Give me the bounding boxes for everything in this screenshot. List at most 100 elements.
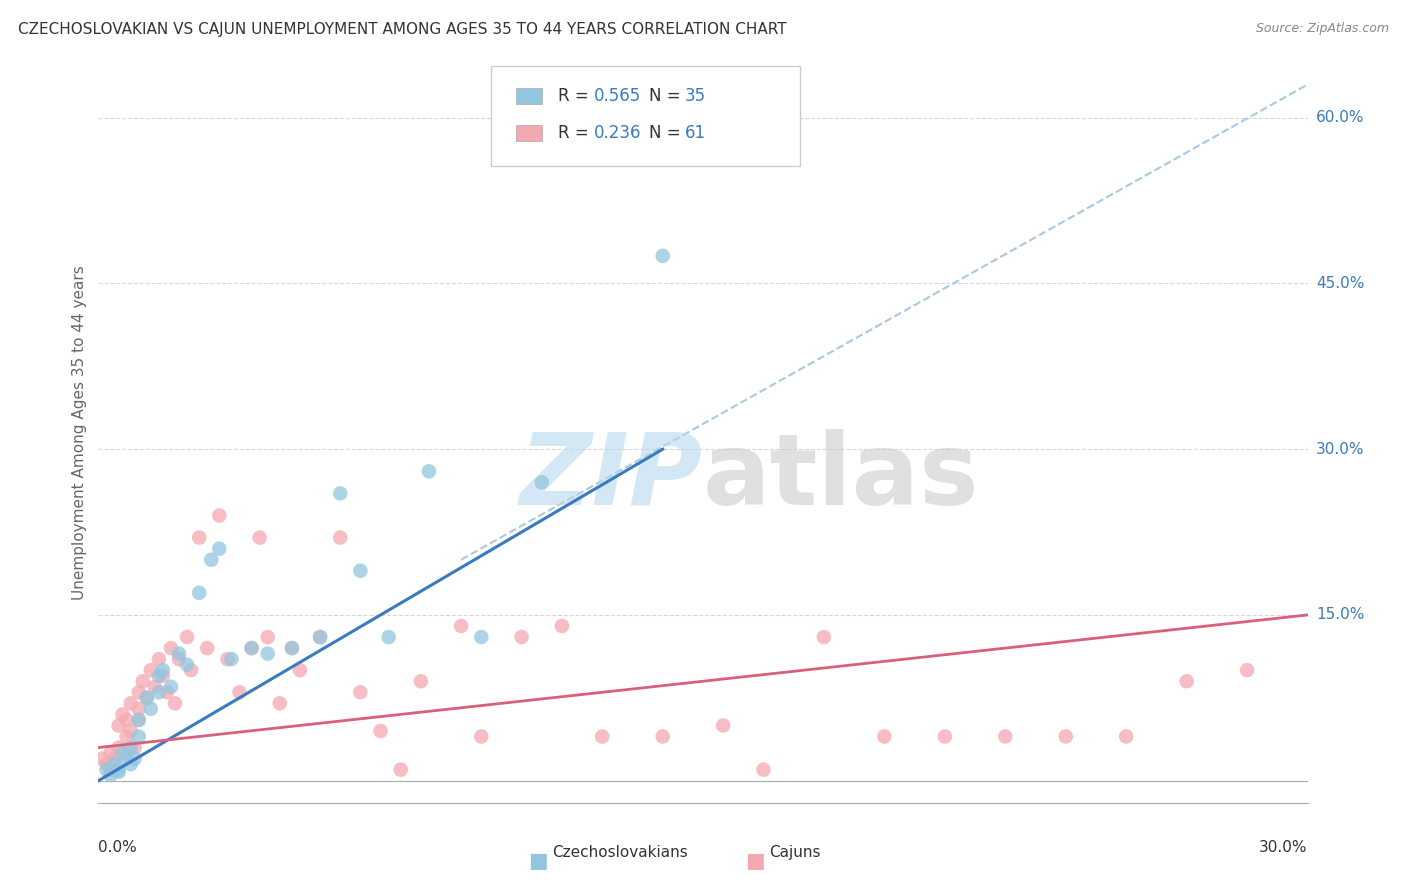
- Text: atlas: atlas: [703, 428, 980, 525]
- Point: [221, 652, 243, 666]
- Point: [269, 697, 291, 711]
- Point: [370, 723, 392, 738]
- Point: [450, 619, 472, 633]
- Point: [309, 630, 332, 644]
- Point: [249, 531, 271, 545]
- Point: [91, 751, 114, 765]
- Point: [139, 702, 162, 716]
- Point: [329, 531, 352, 545]
- Point: [139, 663, 162, 677]
- Point: [107, 740, 129, 755]
- Text: 0.236: 0.236: [595, 124, 641, 142]
- Point: [120, 697, 142, 711]
- Point: [256, 647, 278, 661]
- Point: [591, 730, 613, 744]
- FancyBboxPatch shape: [492, 66, 800, 166]
- Text: CZECHOSLOVAKIAN VS CAJUN UNEMPLOYMENT AMONG AGES 35 TO 44 YEARS CORRELATION CHAR: CZECHOSLOVAKIAN VS CAJUN UNEMPLOYMENT AM…: [18, 22, 787, 37]
- Point: [389, 763, 412, 777]
- Point: [128, 702, 150, 716]
- FancyBboxPatch shape: [516, 87, 543, 103]
- Point: [135, 690, 157, 705]
- Text: ■: ■: [745, 851, 765, 871]
- Text: Czechoslovakians: Czechoslovakians: [551, 845, 688, 860]
- Point: [1175, 674, 1198, 689]
- Point: [100, 763, 122, 777]
- FancyBboxPatch shape: [516, 125, 543, 141]
- Point: [167, 647, 190, 661]
- Point: [132, 674, 155, 689]
- Text: 30.0%: 30.0%: [1316, 442, 1364, 457]
- Text: R =: R =: [558, 87, 593, 104]
- Point: [240, 641, 263, 656]
- Text: ■: ■: [527, 851, 547, 871]
- Text: N =: N =: [648, 124, 686, 142]
- Point: [120, 723, 142, 738]
- Point: [329, 486, 352, 500]
- Point: [195, 641, 218, 656]
- Point: [160, 680, 183, 694]
- Point: [188, 531, 211, 545]
- Point: [135, 690, 157, 705]
- Point: [111, 707, 134, 722]
- Point: [107, 763, 129, 777]
- Point: [148, 685, 170, 699]
- Point: [188, 586, 211, 600]
- Point: [651, 249, 673, 263]
- Point: [128, 685, 150, 699]
- Point: [994, 730, 1017, 744]
- Point: [156, 685, 179, 699]
- Text: 15.0%: 15.0%: [1316, 607, 1364, 623]
- Text: Cajuns: Cajuns: [769, 845, 821, 860]
- Point: [120, 757, 142, 772]
- Point: [711, 718, 734, 732]
- Text: 61: 61: [685, 124, 706, 142]
- Point: [103, 757, 125, 772]
- Point: [813, 630, 835, 644]
- Point: [309, 630, 332, 644]
- Point: [128, 713, 150, 727]
- Point: [256, 630, 278, 644]
- Point: [377, 630, 399, 644]
- Text: ZIP: ZIP: [520, 428, 703, 525]
- Point: [208, 508, 231, 523]
- Point: [176, 657, 198, 672]
- Point: [128, 730, 150, 744]
- Point: [510, 630, 533, 644]
- Point: [167, 652, 190, 666]
- Text: Source: ZipAtlas.com: Source: ZipAtlas.com: [1256, 22, 1389, 36]
- Y-axis label: Unemployment Among Ages 35 to 44 years: Unemployment Among Ages 35 to 44 years: [72, 265, 87, 600]
- Point: [288, 663, 311, 677]
- Point: [934, 730, 956, 744]
- Point: [120, 740, 142, 755]
- Point: [752, 763, 775, 777]
- Point: [281, 641, 304, 656]
- Point: [115, 713, 138, 727]
- Point: [148, 652, 170, 666]
- Point: [470, 730, 492, 744]
- Point: [163, 697, 186, 711]
- Point: [107, 718, 129, 732]
- Point: [107, 764, 129, 779]
- Point: [128, 713, 150, 727]
- Point: [349, 564, 371, 578]
- Point: [115, 751, 138, 765]
- Point: [409, 674, 432, 689]
- Point: [530, 475, 553, 490]
- Point: [217, 652, 239, 666]
- Text: 0.565: 0.565: [595, 87, 641, 104]
- Text: 45.0%: 45.0%: [1316, 276, 1364, 291]
- Point: [551, 619, 574, 633]
- Point: [100, 768, 122, 782]
- Point: [200, 552, 222, 566]
- Text: R =: R =: [558, 124, 593, 142]
- Text: 30.0%: 30.0%: [1260, 840, 1308, 855]
- Point: [176, 630, 198, 644]
- Point: [124, 751, 146, 765]
- Text: N =: N =: [648, 87, 686, 104]
- Point: [418, 464, 440, 478]
- Point: [124, 740, 146, 755]
- Point: [281, 641, 304, 656]
- Text: 0.0%: 0.0%: [98, 840, 138, 855]
- Point: [873, 730, 896, 744]
- Point: [148, 669, 170, 683]
